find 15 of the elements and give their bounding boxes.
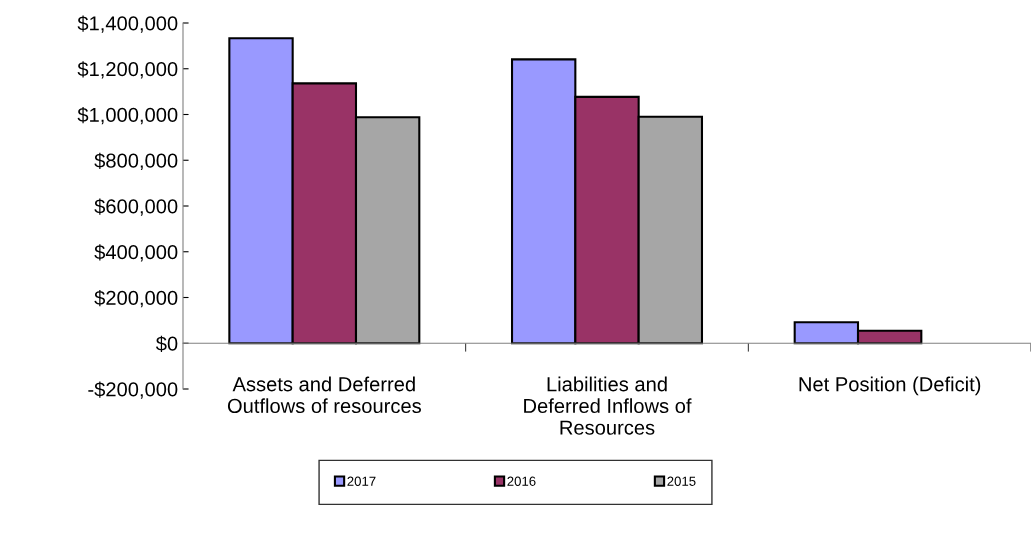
legend-label: 2016 xyxy=(507,476,536,486)
x-tick-label: Liabilities and Deferred Inflows of Resources xyxy=(524,376,692,435)
y-tick-label: $800,000 xyxy=(94,152,178,171)
y-tick-label: $1,200,000 xyxy=(77,61,178,79)
y-tick-label: -$200,000 xyxy=(88,381,178,399)
y-tick-label: $0 xyxy=(155,335,178,352)
y-tick-label: $600,000 xyxy=(94,198,178,216)
y-tick-label: $200,000 xyxy=(94,289,178,308)
x-tick-label: Assets and Deferred Outflows of resources xyxy=(227,376,421,414)
legend-label: 2017 xyxy=(347,476,376,486)
y-tick-label: $1,000,000 xyxy=(77,106,178,125)
legend-label: 2015 xyxy=(667,476,696,486)
y-tick-label: $1,400,000 xyxy=(77,15,178,33)
x-tick-label: Net Position (Deficit) xyxy=(799,376,981,396)
y-tick-label: $400,000 xyxy=(94,244,178,262)
